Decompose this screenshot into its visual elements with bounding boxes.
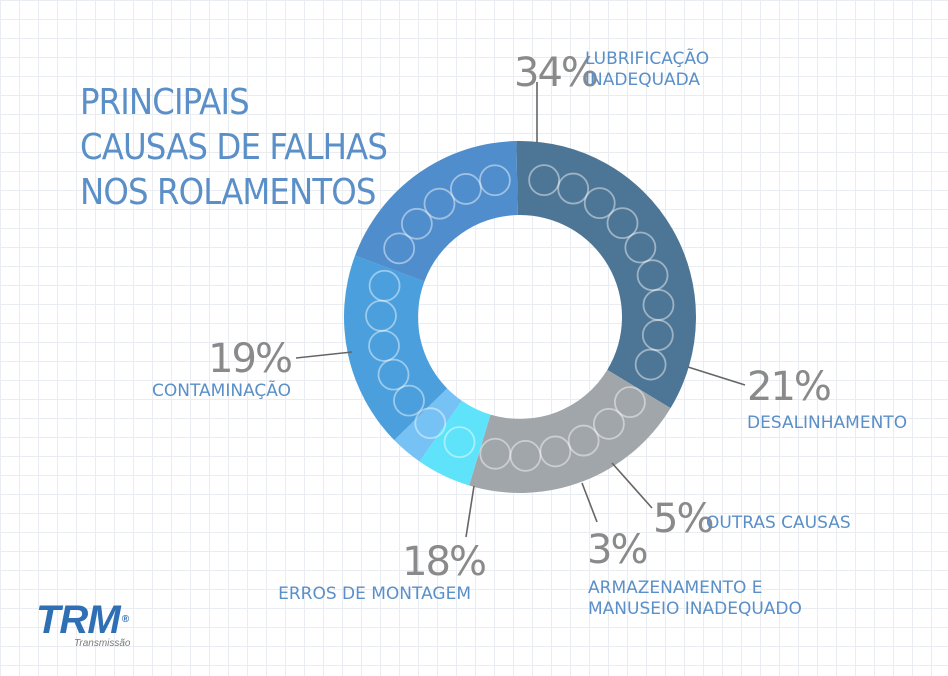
slice-armazenamento (394, 388, 462, 462)
value-label-desalinhamento: 21% (747, 364, 830, 410)
slice-erros-montagem (344, 255, 448, 441)
category-label-lubrificacao: INADEQUADA (585, 70, 700, 90)
decor-circle (414, 407, 447, 440)
category-label-lubrificacao: LUBRIFICAÇÃO (585, 47, 709, 69)
decor-circle (383, 232, 416, 265)
decor-circle (423, 187, 456, 220)
decor-circle (634, 348, 667, 381)
logo-registered: ® (121, 614, 129, 625)
value-label-outras-causas: 5% (653, 496, 712, 542)
slice-contaminacao (355, 141, 518, 282)
slice-desalinhamento (469, 369, 671, 494)
value-label-armazenamento: 3% (587, 527, 646, 573)
title-line-2: CAUSAS DE FALHAS (80, 127, 388, 168)
decor-circle (641, 319, 674, 352)
decor-circle (583, 187, 616, 220)
decor-circle (539, 435, 572, 468)
category-label-contaminacao: CONTAMINAÇÃO (152, 379, 291, 401)
decor-circle (509, 439, 542, 472)
decor-circle (479, 437, 512, 470)
title-line-3: NOS ROLAMENTOS (80, 172, 376, 213)
chart-title: PRINCIPAIS CAUSAS DE FALHAS NOS ROLAMENT… (80, 80, 388, 215)
decor-circle (450, 173, 482, 205)
decor-circle (368, 269, 401, 302)
slice-lubrificacao (516, 141, 696, 409)
decor-circle (393, 384, 425, 417)
leader-line-outras-causas (611, 462, 653, 509)
trm-logo: TRM ® Transmissão (36, 598, 131, 649)
logo-name: TRM (36, 598, 121, 642)
leader-line-contaminacao (295, 351, 353, 359)
decor-circles-group (365, 164, 675, 472)
decor-circle (479, 164, 511, 197)
title-line-1: PRINCIPAIS (80, 82, 250, 123)
decor-circle (377, 358, 410, 391)
slice-outras-causas (419, 400, 491, 486)
decor-circle (528, 164, 561, 197)
decor-circle (365, 299, 397, 332)
value-label-contaminacao: 19% (208, 336, 291, 382)
category-label-armazenamento: MANUSEIO INADEQUADO (588, 599, 802, 619)
logo-subtitle: Transmissão (74, 638, 131, 649)
decor-circle (624, 231, 657, 264)
decor-circle (443, 426, 476, 459)
slices-group (344, 141, 696, 494)
category-label-outras-causas: OUTRAS CAUSAS (706, 513, 851, 533)
value-label-erros-montagem: 18% (402, 539, 485, 585)
leader-line-desalinhamento (687, 366, 746, 386)
category-label-armazenamento: ARMAZENAMENTO E (588, 578, 763, 598)
leader-line-erros-montagem (465, 485, 475, 538)
decor-circle (567, 424, 600, 457)
category-label-desalinhamento: DESALINHAMENTO (747, 413, 907, 433)
decor-circle (606, 207, 639, 239)
category-label-erros-montagem: ERROS DE MONTAGEM (278, 584, 471, 604)
leader-line-armazenamento (581, 482, 598, 523)
decor-circle (400, 207, 433, 240)
decor-circle (368, 329, 400, 362)
decor-circle (614, 386, 646, 418)
decor-circle (642, 288, 675, 321)
value-label-lubrificacao: 34% (514, 50, 597, 96)
decor-circle (557, 172, 590, 205)
decor-circle (592, 407, 625, 440)
decor-circle (636, 259, 669, 292)
